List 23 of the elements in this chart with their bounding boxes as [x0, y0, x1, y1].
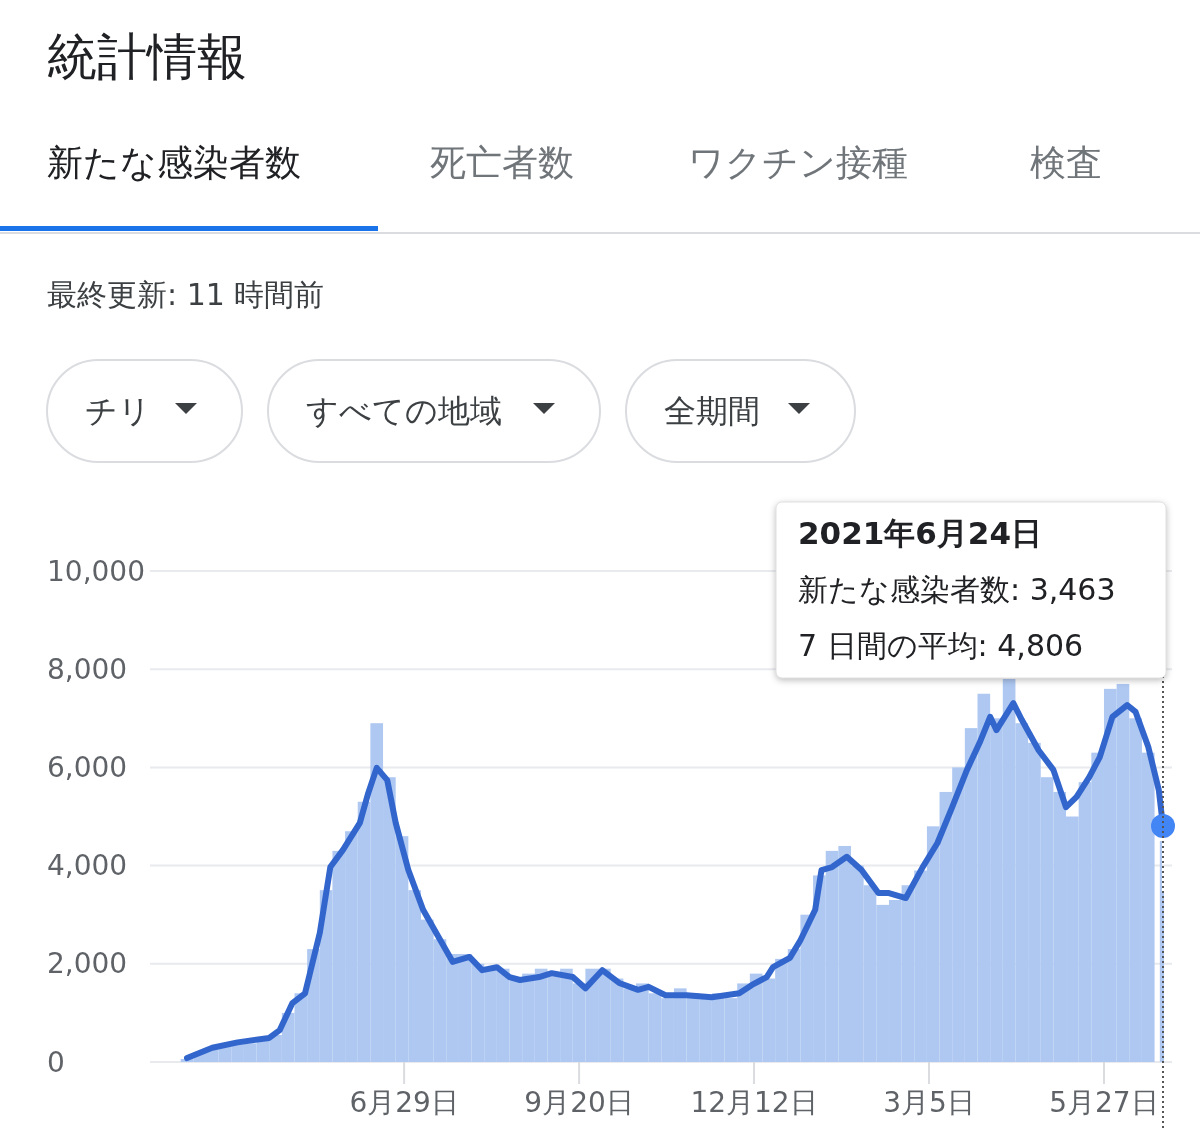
x-tick-label: 6月29日 [349, 1086, 459, 1119]
x-tick-label: 3月5日 [883, 1086, 975, 1119]
text: 死亡者数 [430, 142, 574, 183]
chart-subtitle: 最終更新: 11 時間前 [47, 277, 325, 312]
text: ワクチン接種 [688, 142, 908, 183]
text: 2021年6月24日 [798, 515, 1042, 551]
annotation: 7 日間の平均: 4,806 [798, 628, 1084, 663]
text: 検査 [1030, 142, 1102, 183]
y-tick-label: 0 [47, 1045, 65, 1079]
y-tick-label: 8,000 [47, 652, 128, 686]
chart-title: 統計情報 [47, 28, 247, 86]
text: チリ [85, 392, 151, 430]
x-tick-label: 9月20日 [524, 1086, 634, 1119]
text: 新たな感染者数 [47, 142, 301, 183]
y-tick-label: 4,000 [47, 849, 128, 883]
y-tick-label: 2,000 [47, 947, 128, 981]
text: 全期間 [664, 392, 760, 430]
y-tick-label: 10,000 [47, 554, 145, 588]
x-tick-label: 5月27日 [1049, 1086, 1159, 1119]
x-tick-label: 12月12日 [690, 1086, 818, 1119]
y-tick-label: 6,000 [47, 750, 128, 784]
annotation: 新たな感染者数: 3,463 [798, 572, 1116, 607]
text: すべての地域 [306, 392, 502, 430]
